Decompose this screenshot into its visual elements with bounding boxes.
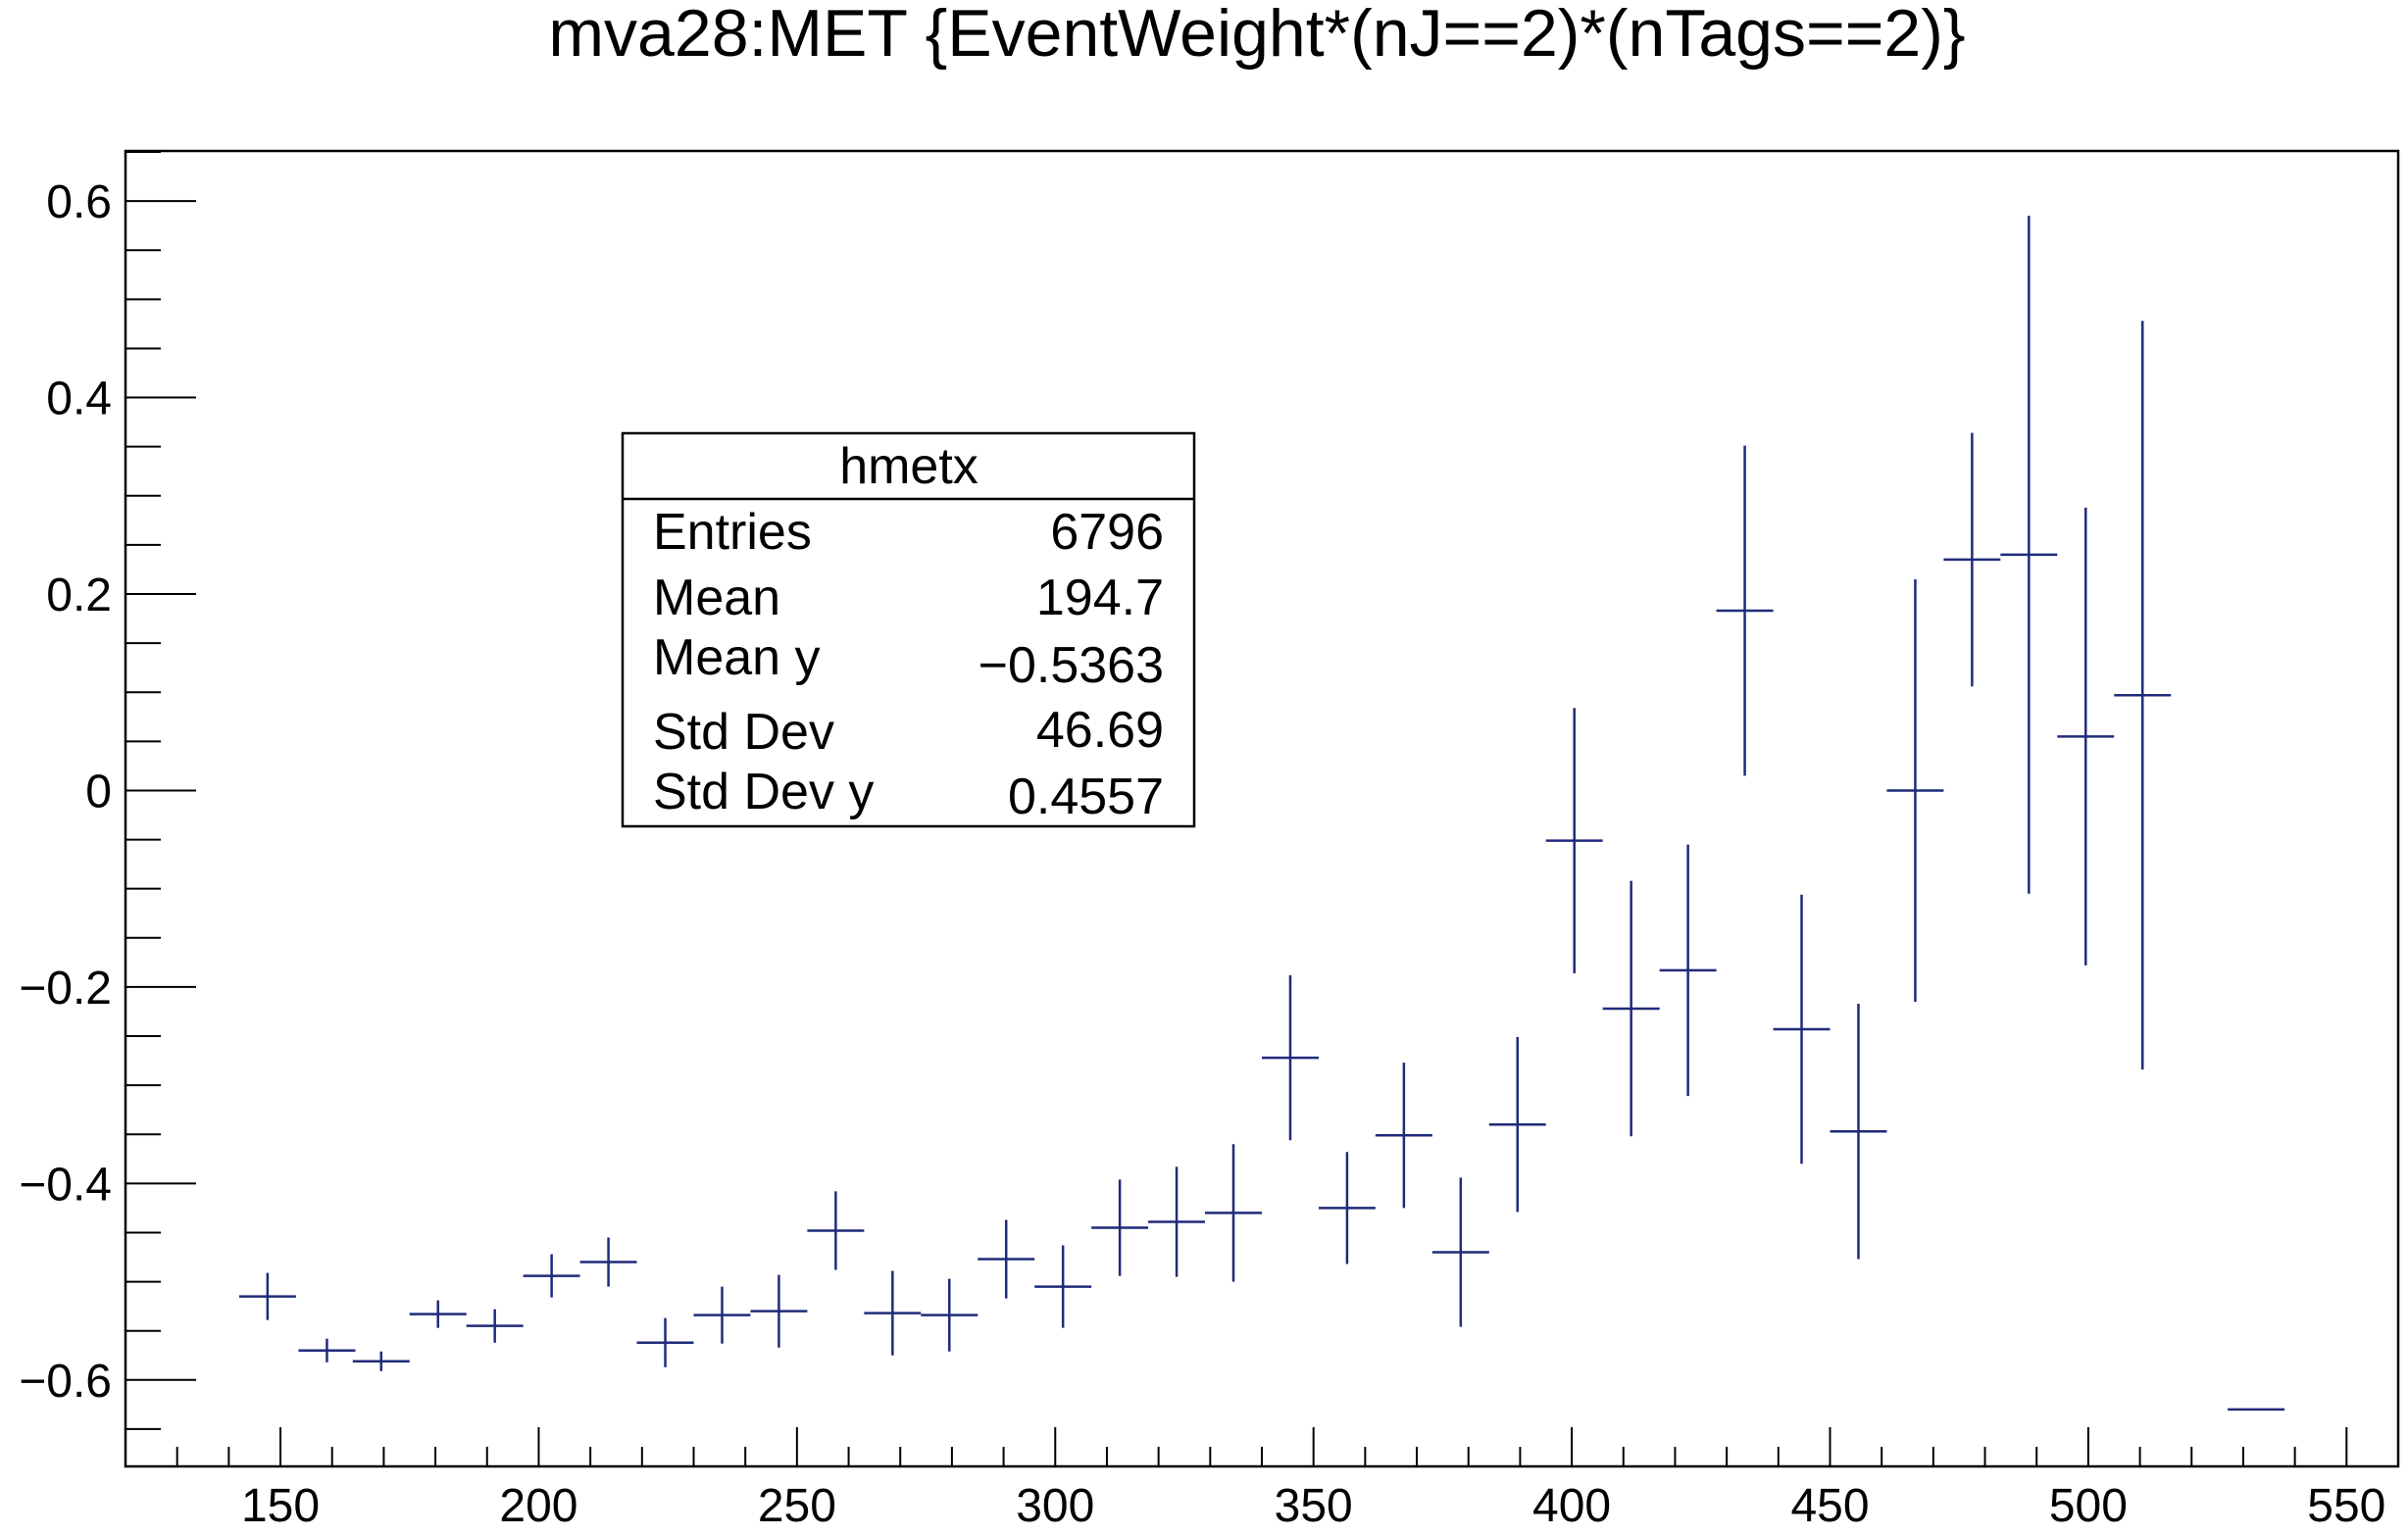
data-point xyxy=(1318,1152,1376,1264)
data-point xyxy=(1034,1245,1092,1328)
data-point xyxy=(1943,432,2001,687)
data-point xyxy=(523,1254,580,1298)
x-tick-label: 150 xyxy=(241,1480,320,1531)
data-point xyxy=(238,1272,296,1320)
data-point xyxy=(864,1270,922,1356)
stats-label-entries: Entries xyxy=(653,504,812,561)
data-point xyxy=(1262,974,1319,1141)
data-series xyxy=(238,216,2285,1412)
data-point xyxy=(1431,1177,1489,1327)
data-point xyxy=(693,1286,751,1344)
y-tick-label: 0.2 xyxy=(46,570,112,621)
stats-value-std-dev: 46.69 xyxy=(1036,702,1164,759)
stats-label-std-dev-y: Std Dev y xyxy=(653,764,874,820)
data-point xyxy=(579,1237,637,1287)
y-tick-label: 0.4 xyxy=(46,373,112,425)
data-point xyxy=(2000,216,2058,894)
stats-value-mean: 194.7 xyxy=(1036,570,1164,626)
data-point xyxy=(1773,894,1831,1164)
stats-label-std-dev: Std Dev xyxy=(653,704,834,761)
x-tick-label: 300 xyxy=(1016,1480,1094,1531)
data-point xyxy=(1375,1063,1432,1209)
data-point xyxy=(2057,507,2115,966)
data-point xyxy=(750,1274,808,1348)
stats-value-std-dev-y: 0.4557 xyxy=(1008,768,1164,825)
data-point xyxy=(1488,1037,1546,1213)
data-point xyxy=(921,1278,978,1352)
x-tick-label: 250 xyxy=(758,1480,836,1531)
data-point xyxy=(409,1300,467,1328)
stats-label-mean: Mean xyxy=(653,570,780,626)
data-point xyxy=(1148,1166,1206,1277)
stats-box-title: hmetx xyxy=(839,438,978,495)
stats-label-mean-y: Mean y xyxy=(653,629,821,686)
x-tick-label: 450 xyxy=(1790,1480,1869,1531)
x-axis: 150 200 250 300 350 400 450 500 550 xyxy=(176,1427,2385,1532)
data-point xyxy=(1602,880,1660,1137)
x-tick-label: 400 xyxy=(1532,1480,1611,1531)
chart-title: mva28:MET {EventWeight*(nJ==2)*(nTags==2… xyxy=(548,0,1965,71)
plot-frame xyxy=(124,149,2400,1468)
data-point xyxy=(1091,1179,1149,1276)
x-tick-label: 550 xyxy=(2307,1480,2385,1531)
data-point xyxy=(807,1191,865,1270)
stats-box: hmetx Entries 6796 Mean 194.7 Mean y −0.… xyxy=(621,431,1196,828)
data-point xyxy=(298,1338,356,1363)
y-tick-label: −0.2 xyxy=(19,963,112,1015)
data-point xyxy=(1659,844,1717,1097)
data-point xyxy=(1830,1003,1887,1260)
data-point xyxy=(1205,1144,1262,1282)
data-point xyxy=(1716,445,1774,776)
data-point xyxy=(978,1219,1035,1299)
y-tick-label: −0.6 xyxy=(19,1356,112,1408)
data-point xyxy=(466,1309,524,1343)
data-point xyxy=(2114,321,2172,1070)
y-tick-label: 0.6 xyxy=(46,176,112,228)
data-point xyxy=(352,1351,410,1371)
stats-value-mean-y: −0.5363 xyxy=(978,637,1164,694)
data-point xyxy=(636,1317,694,1367)
data-point xyxy=(1886,578,1944,1002)
y-axis: 0.6 0.4 0.2 0 −0.2 −0.4 −0.6 xyxy=(19,151,196,1430)
x-tick-label: 350 xyxy=(1275,1480,1353,1531)
x-tick-label: 200 xyxy=(499,1480,577,1531)
data-point xyxy=(1545,708,1603,973)
stats-value-entries: 6796 xyxy=(1050,504,1164,561)
y-tick-label: 0 xyxy=(85,766,112,818)
y-tick-label: −0.4 xyxy=(19,1159,112,1211)
x-tick-label: 500 xyxy=(2049,1480,2128,1531)
